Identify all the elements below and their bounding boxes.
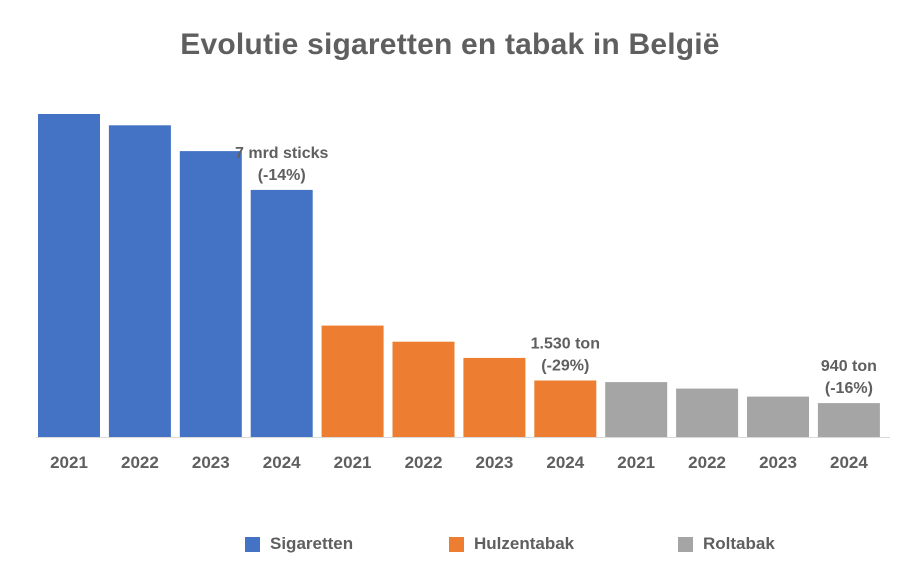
data-annotation-roltabak: (-16%) [825, 380, 873, 397]
x-tick-label: 2022 [121, 453, 159, 472]
data-annotation-hulzentabak: 1.530 ton [531, 336, 600, 353]
data-annotation-sigaretten: (-14%) [258, 167, 306, 184]
bar-hulzentabak-2021 [321, 325, 384, 437]
bar-sigaretten-2022 [108, 125, 171, 438]
x-tick-label: 2024 [263, 453, 301, 472]
x-tick-label: 2024 [546, 453, 584, 472]
data-annotation-sigaretten: 7 mrd sticks [235, 145, 328, 162]
legend-item-hulzentabak: Hulzentabak [449, 534, 574, 554]
bar-roltabak-2022 [676, 388, 739, 437]
bar-roltabak-2023 [747, 396, 809, 437]
legend: Sigaretten Hulzentabak Roltabak [0, 534, 900, 558]
legend-swatch-sigaretten [245, 536, 260, 552]
x-tick-label: 2022 [688, 453, 726, 472]
x-tick-label: 2022 [405, 453, 443, 472]
x-tick-label: 2023 [759, 453, 797, 472]
bar-sigaretten-2023 [179, 151, 242, 437]
legend-swatch-roltabak [678, 536, 693, 552]
x-tick-label: 2021 [50, 453, 88, 472]
legend-label-hulzentabak: Hulzentabak [474, 534, 575, 553]
bar-sigaretten-2024 [250, 189, 313, 437]
bar-hulzentabak-2023 [463, 357, 526, 437]
legend-swatch-hulzentabak [449, 536, 464, 552]
x-tick-label: 2023 [475, 453, 513, 472]
bar-roltabak-2024 [817, 403, 880, 437]
bar-hulzentabak-2022 [392, 341, 455, 437]
data-annotation-roltabak: 940 ton [821, 358, 877, 375]
legend-item-roltabak: Roltabak [678, 534, 775, 554]
x-tick-label: 2021 [617, 453, 655, 472]
bar-hulzentabak-2024 [534, 380, 597, 437]
x-tick-label: 2024 [830, 453, 868, 472]
data-annotation-hulzentabak: (-29%) [541, 358, 589, 375]
chart-title: Evolutie sigaretten en tabak in België [180, 28, 720, 61]
legend-label-sigaretten: Sigaretten [270, 534, 354, 553]
legend-item-sigaretten: Sigaretten [245, 534, 353, 554]
bar-sigaretten-2021 [38, 114, 100, 437]
legend-label-roltabak: Roltabak [703, 534, 775, 553]
bar-roltabak-2021 [605, 382, 668, 437]
x-tick-label: 2023 [192, 453, 230, 472]
x-tick-label: 2021 [334, 453, 372, 472]
